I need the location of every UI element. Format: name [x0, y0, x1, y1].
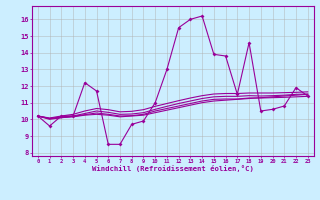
X-axis label: Windchill (Refroidissement éolien,°C): Windchill (Refroidissement éolien,°C) — [92, 165, 254, 172]
